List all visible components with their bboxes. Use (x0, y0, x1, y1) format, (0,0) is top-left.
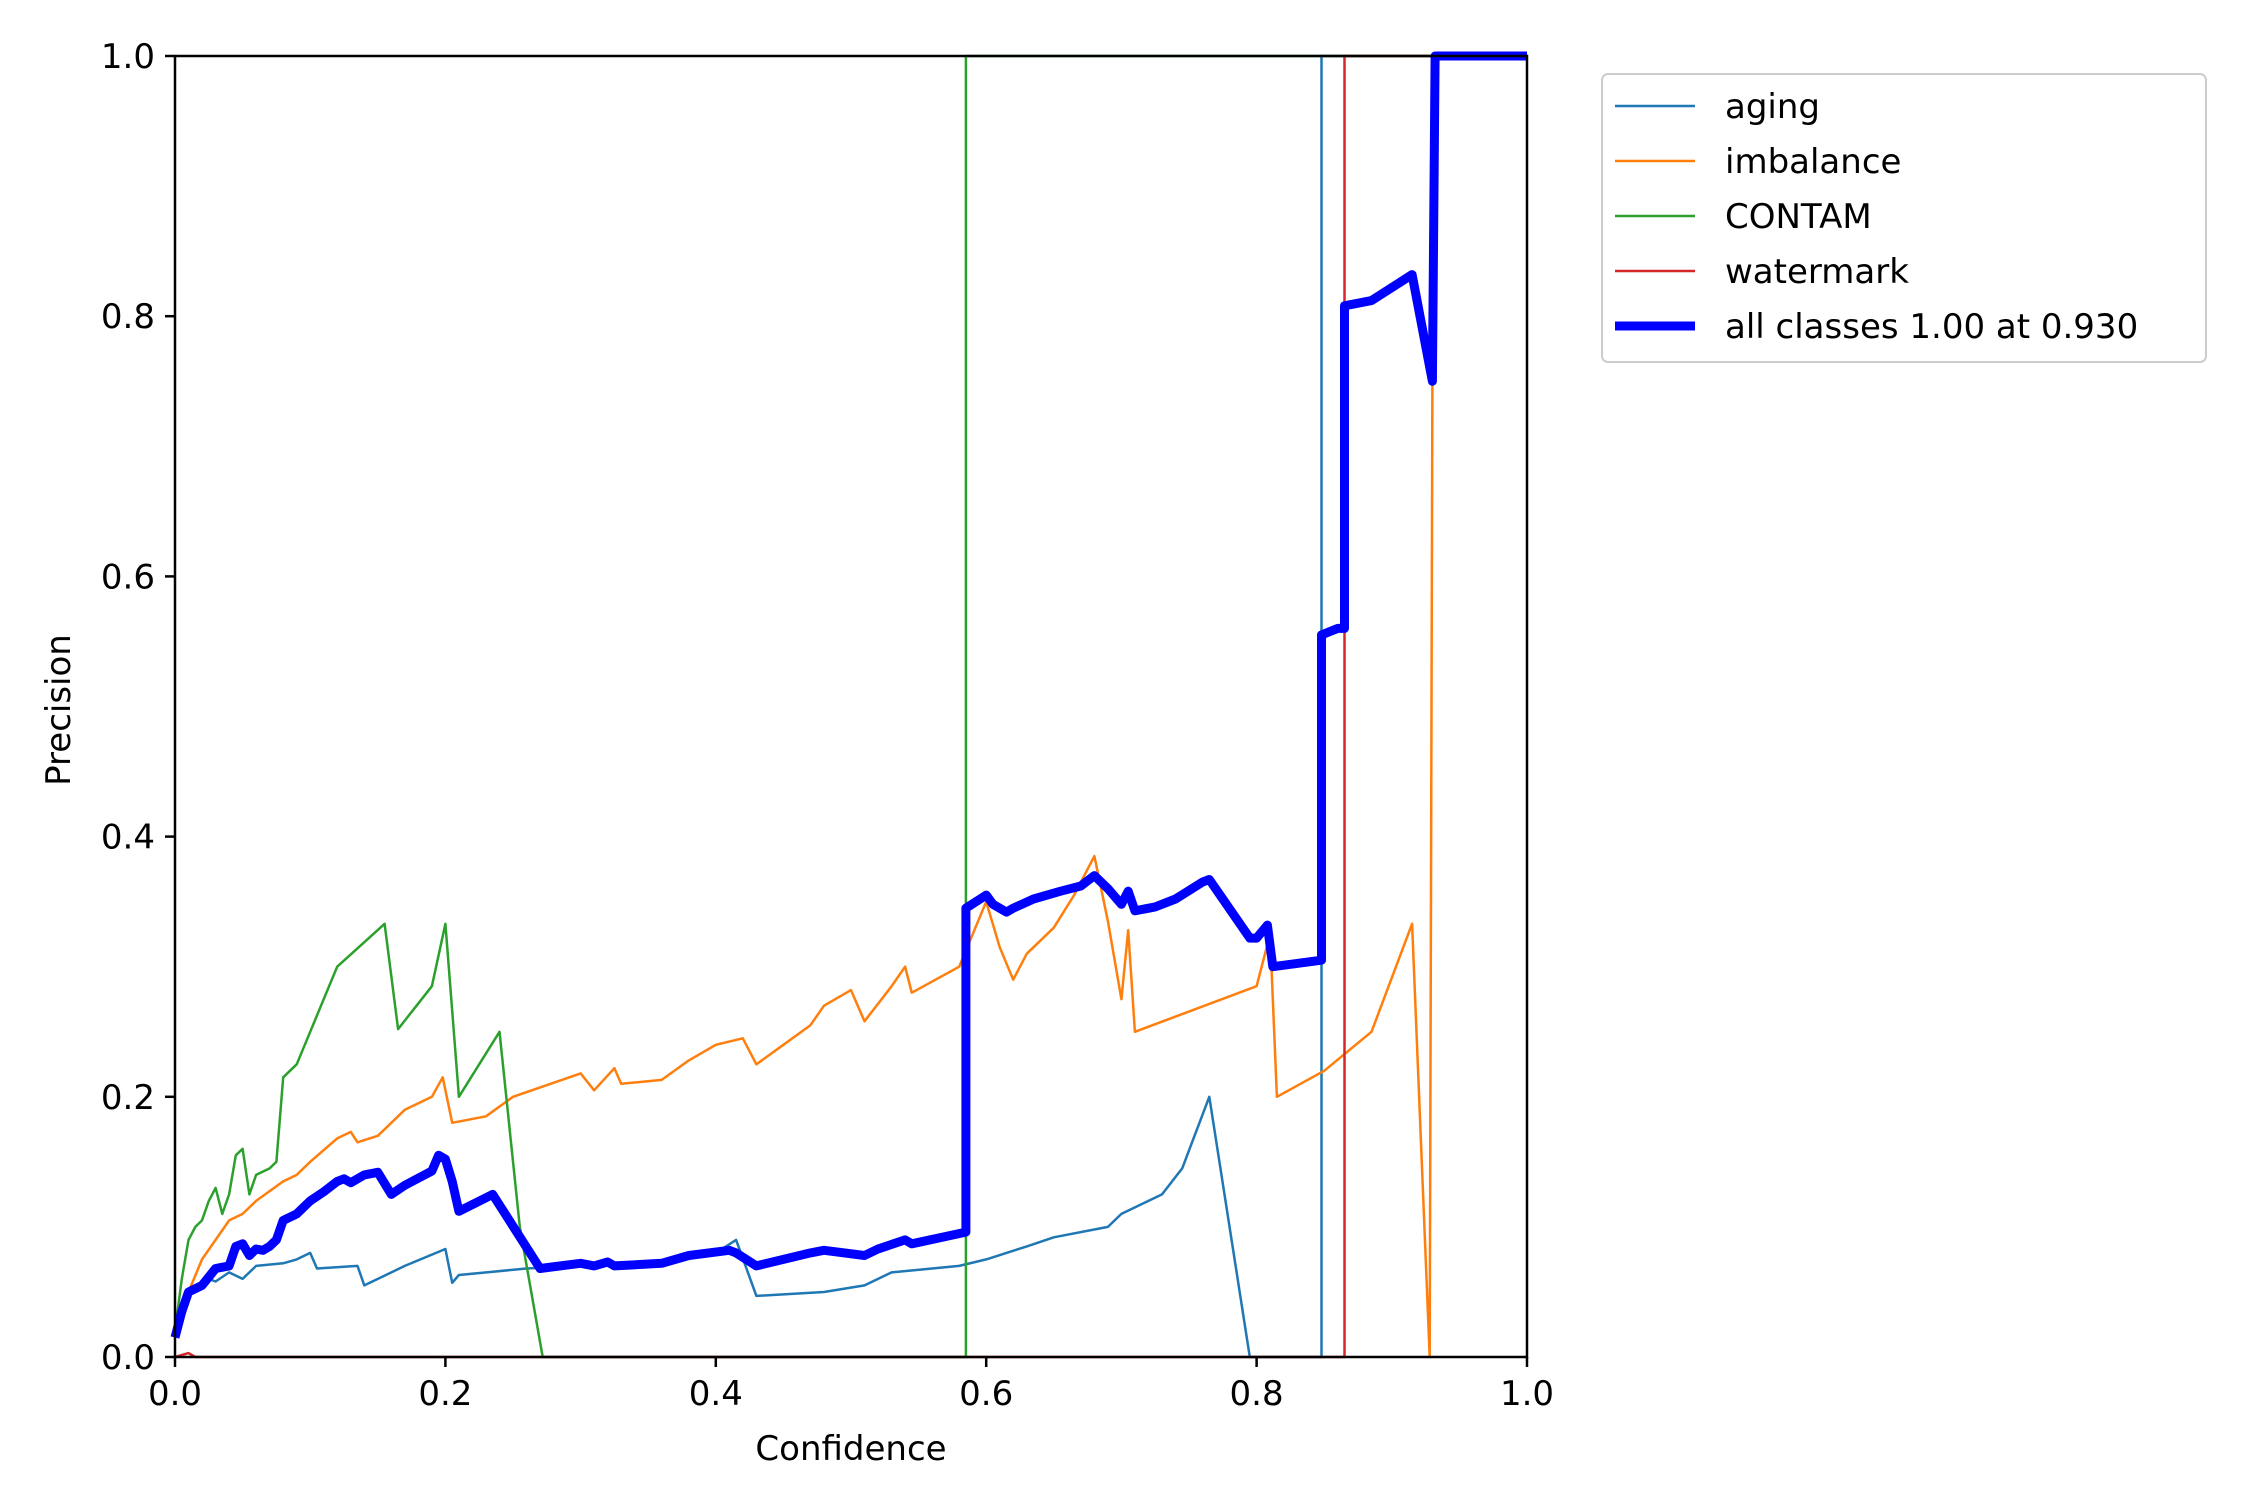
y-tick-label: 0.2 (101, 1078, 155, 1118)
series-line-all (170, 51, 1527, 1339)
legend-box (1601, 73, 2207, 363)
series-line-imbalance (173, 54, 1527, 1359)
legend-label: watermark (1725, 252, 1909, 292)
legend: aging imbalance CONTAM watermark all classes… (1601, 73, 2207, 363)
y-tick-label: 1.0 (101, 37, 155, 77)
x-tick-label: 0.6 (959, 1374, 1013, 1414)
x-tick-label: 0.2 (418, 1374, 472, 1414)
legend-label: aging (1725, 87, 1820, 127)
legend-label: all classes 1.00 at 0.930 (1725, 307, 2138, 347)
legend-label: imbalance (1725, 142, 1901, 182)
x-tick-label: 0.8 (1230, 1374, 1284, 1414)
x-axis: 0.0 0.2 0.4 0.6 0.8 1.0 (148, 1357, 1554, 1414)
legend-label: CONTAM (1725, 197, 1872, 237)
y-tick-label: 0.0 (101, 1338, 155, 1378)
y-tick-label: 0.6 (101, 557, 155, 597)
x-axis-label: Confidence (755, 1429, 946, 1469)
x-tick-label: 0.4 (689, 1374, 743, 1414)
y-axis-label: Precision (39, 634, 79, 786)
y-tick-label: 0.8 (101, 297, 155, 337)
x-tick-label: 0.0 (148, 1374, 202, 1414)
y-tick-label: 0.4 (101, 818, 155, 858)
series-line-contam (173, 54, 1527, 1359)
y-axis: 0.0 0.2 0.4 0.6 0.8 1.0 (101, 37, 175, 1378)
plot-frame (173, 54, 1529, 1359)
x-tick-label: 1.0 (1500, 1374, 1554, 1414)
series-lines (170, 51, 1527, 1359)
